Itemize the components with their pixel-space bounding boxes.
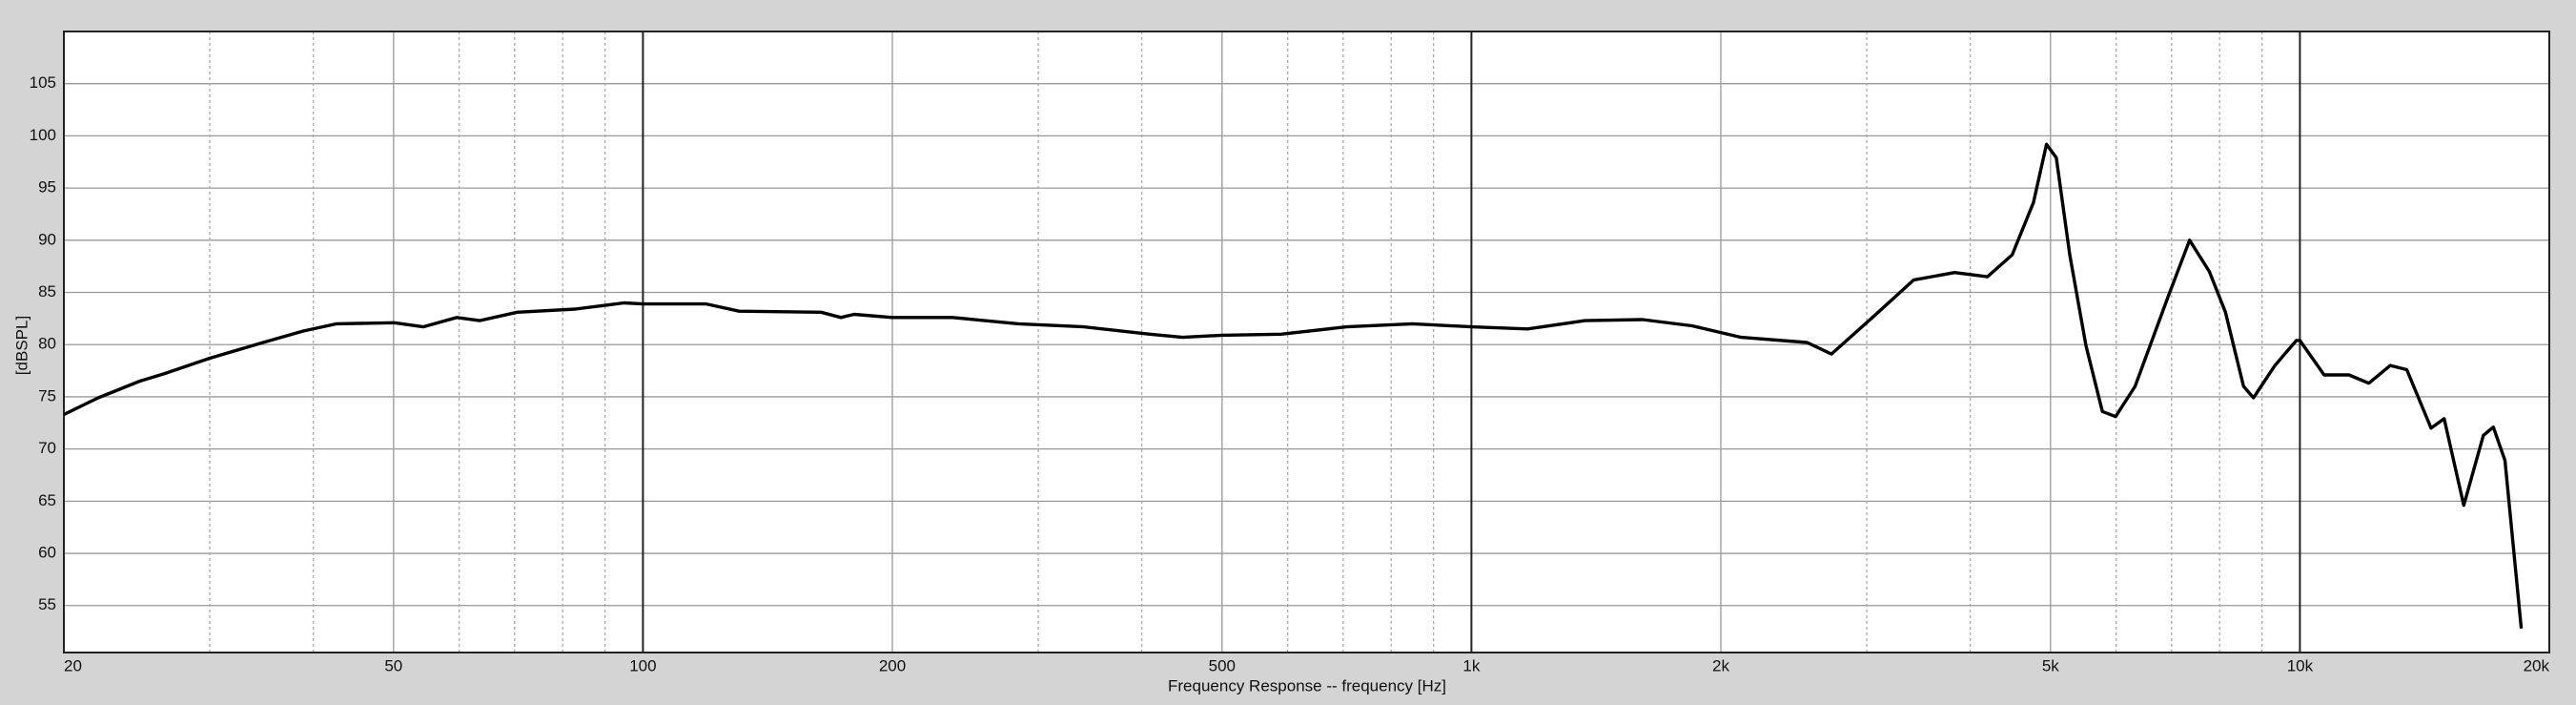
y-tick-label: 55 — [38, 595, 56, 613]
x-axis-label: Frequency Response -- frequency [Hz] — [1168, 676, 1446, 695]
y-tick-label: 85 — [38, 282, 56, 301]
y-tick-label: 75 — [38, 386, 56, 404]
plot-area — [64, 31, 2549, 653]
x-tick-label: 10k — [2287, 656, 2314, 674]
y-tick-label: 105 — [30, 73, 56, 92]
x-tick-label: 500 — [1209, 656, 1236, 674]
x-tick-label: 2k — [1712, 656, 1729, 674]
x-tick-label: 20 — [64, 656, 82, 674]
x-tick-label: 200 — [879, 656, 906, 674]
y-axis-label: [dBSPL] — [12, 316, 31, 375]
y-tick-label: 80 — [38, 335, 56, 353]
x-tick-label: 20k — [2524, 656, 2550, 674]
y-tick-label: 60 — [38, 544, 56, 562]
x-tick-label: 5k — [2042, 656, 2059, 674]
response-line — [64, 142, 2524, 629]
y-tick-label: 70 — [38, 439, 56, 457]
x-tick-label: 1k — [1462, 656, 1480, 674]
x-tick-label: 50 — [384, 656, 402, 674]
x-tick-label: 100 — [629, 656, 656, 674]
y-tick-label: 95 — [38, 178, 56, 197]
y-tick-label: 65 — [38, 491, 56, 509]
y-tick-label: 90 — [38, 230, 56, 248]
y-tick-label: 100 — [30, 126, 56, 144]
plot-border — [63, 31, 2550, 653]
